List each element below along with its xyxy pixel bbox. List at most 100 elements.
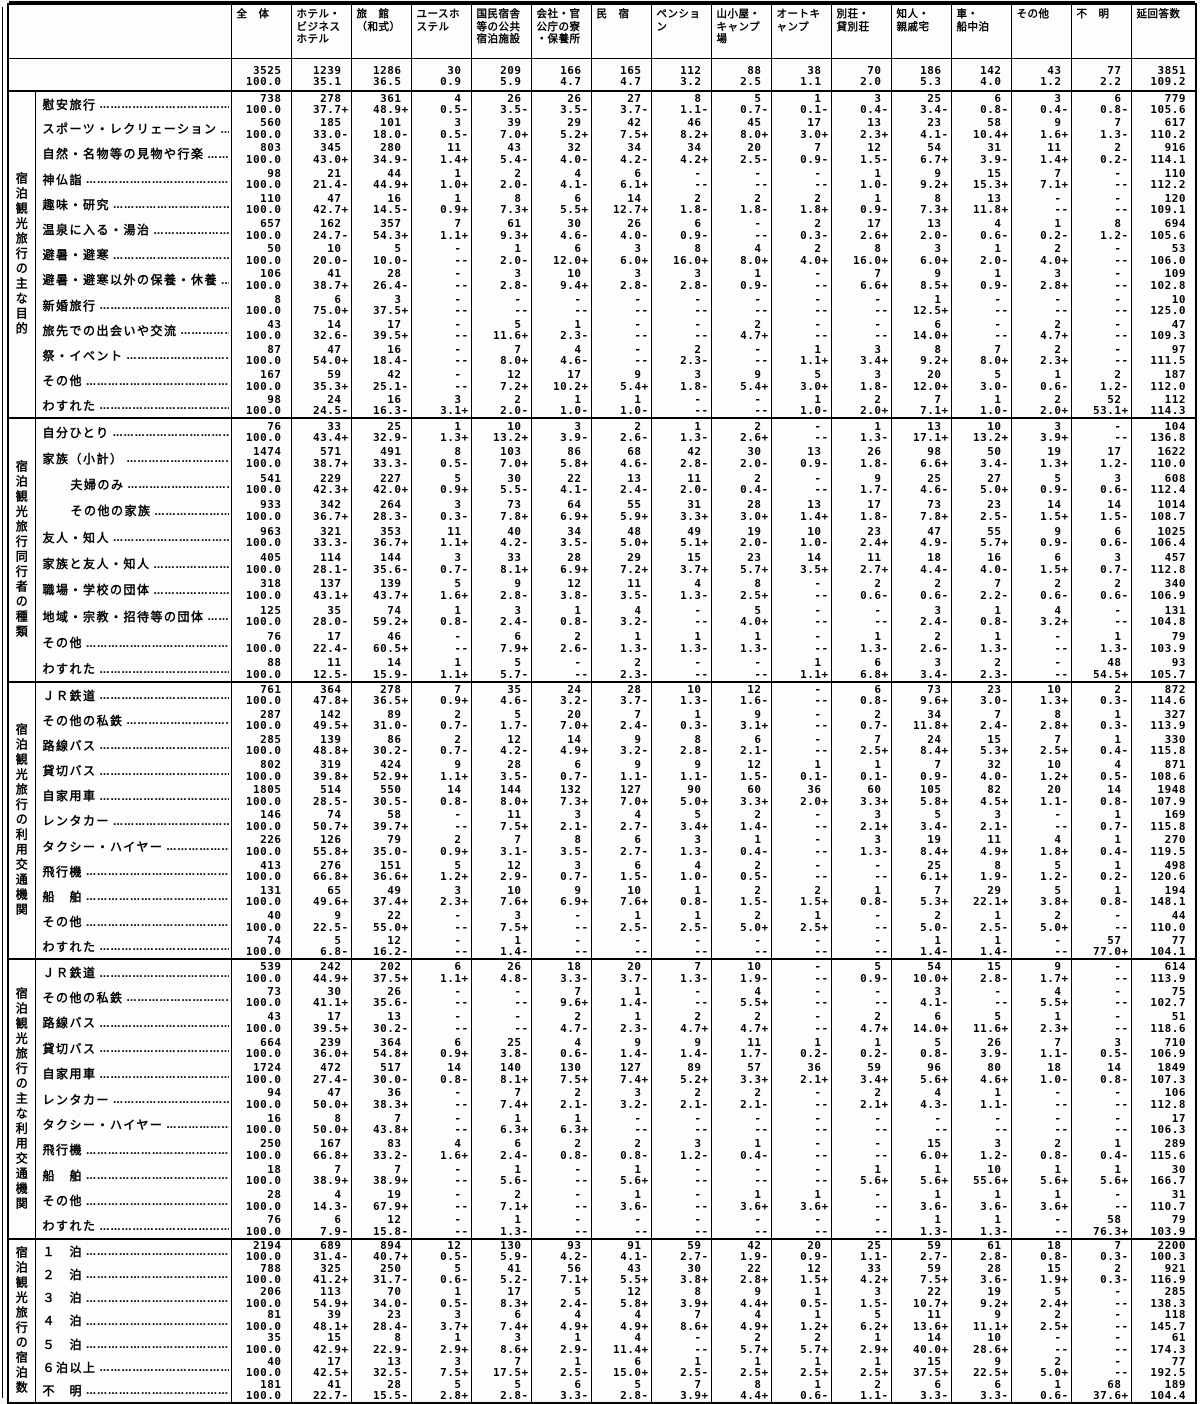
data-cell: 30 4.6- — [530, 216, 591, 243]
cell-percent-line: 0.9- — [680, 228, 709, 242]
cell-count-line: 5 — [454, 577, 462, 591]
cell-percent-line: -- — [874, 1123, 889, 1137]
cell-percent-line: 4.2- — [500, 536, 529, 550]
data-cell: 657 100.0 — [230, 216, 291, 243]
cell-percent-line: 28.1- — [313, 562, 349, 576]
cell-count-line: 9 — [574, 883, 582, 897]
cell-count-line: 6 — [334, 292, 342, 306]
cell-percent-line: 100.0 — [245, 1273, 282, 1287]
data-cell: 5 5.7- — [470, 655, 531, 683]
cell-count-line: 1 — [994, 1212, 1002, 1226]
data-cell: 276 66.8 + — [290, 858, 351, 884]
row-label: スポーツ・レクリェーション — [42, 122, 218, 137]
row-label-cell: 職場・学校の団体 — [34, 576, 231, 604]
cell-count-line: 74 — [267, 933, 282, 947]
cell-count-line: 1 — [994, 603, 1002, 617]
cell-count-line: 12 — [507, 368, 522, 382]
cell-percent-line: 9.6 + — [920, 694, 949, 708]
cell-count-line: - — [814, 1086, 822, 1100]
data-cell: 229 42.3 + — [290, 471, 351, 498]
cell-count-line: - — [574, 1162, 582, 1176]
cell-count-line: 126 — [320, 833, 342, 847]
data-cell: 12 2.9- — [470, 858, 531, 884]
cell-percent-line: 0.2- — [1100, 870, 1129, 884]
data-cell: 5 1.2- — [1010, 858, 1071, 884]
cell-percent-line: 22.1 + — [973, 895, 1009, 909]
cell-percent-line: 5.0 + — [1040, 920, 1069, 934]
cell-percent-line: -- — [1114, 431, 1129, 445]
cell-percent-line: 138.3 — [1150, 1296, 1186, 1310]
cell-count-line: - — [814, 292, 822, 306]
cell-count-line: 12 — [447, 1238, 462, 1252]
row-label: 避暑・避寒 — [42, 248, 111, 263]
cell-count-line: 14 — [387, 656, 402, 670]
cell-percent-line: 0.3- — [800, 228, 829, 242]
cell-percent-line: 5.4 + — [740, 379, 769, 393]
cell-percent-line: 5.5 + — [560, 203, 589, 217]
data-cell: 12 5.8 + — [590, 1286, 651, 1310]
cell-count-line: - — [1054, 1086, 1062, 1100]
cell-count-line: 2 — [814, 191, 822, 205]
cell-percent-line: 110.2 — [1150, 127, 1186, 141]
data-cell: 9 5.4 + — [590, 368, 651, 394]
data-cell: 77 192.5 — [1130, 1356, 1196, 1379]
data-cell: 1 1.3- — [590, 629, 651, 656]
row-label: 祭・イベント — [42, 348, 124, 363]
data-cell: 1 0.2- — [1070, 858, 1131, 884]
cell-percent-line: 1.3- — [860, 431, 889, 445]
cell-count-line: 4 — [754, 242, 762, 256]
data-cell: 3 0.7- — [410, 550, 471, 577]
row-label: タクシー・ハイヤー — [42, 839, 164, 854]
cell-count-line: 12 — [507, 858, 522, 872]
data-cell: --- — [710, 292, 771, 318]
cell-count-line: 276 — [320, 858, 342, 872]
row-label: ６泊以上 — [42, 1360, 97, 1375]
row-label-cell: 路線バス — [34, 732, 231, 758]
data-cell: 5 11.6 + — [470, 317, 531, 343]
cell-count-line: 1 — [574, 1111, 582, 1125]
cell-percent-line: -- — [1114, 920, 1129, 934]
cell-count-line: 280 — [380, 141, 402, 155]
data-cell: 2 0.8- — [530, 1137, 591, 1163]
cell-percent-line: 1.5- — [860, 152, 889, 166]
cell-count-line: 1239 — [313, 63, 342, 77]
cell-percent-line: 0.7- — [560, 769, 589, 783]
cell-count-line: 139 — [320, 732, 342, 746]
cell-percent-line: 35.1 — [313, 75, 342, 89]
cell-percent-line: -- — [1114, 1199, 1129, 1213]
cell-percent-line: 55.6 + — [973, 1174, 1009, 1188]
data-cell: 1 1.3- — [830, 418, 891, 445]
cell-percent-line: 2.5 + — [860, 1366, 889, 1380]
data-cell: 7 1.1 + — [410, 216, 471, 243]
cell-count-line: 4 — [634, 1331, 642, 1345]
cell-count-line: 8 — [694, 91, 702, 105]
cell-count-line: - — [754, 933, 762, 947]
cell-count-line: 20 — [627, 960, 642, 973]
data-cell: 22 2.8 + — [710, 1263, 771, 1287]
cell-percent-line: -- — [874, 1199, 889, 1213]
cell-percent-line: 4.7 — [620, 75, 642, 89]
cell-percent-line: 105.6 — [1150, 228, 1186, 242]
cell-count-line: 12 — [747, 682, 762, 696]
data-cell: 5 3.4 + — [650, 808, 711, 834]
data-cell: 167 66.8 + — [290, 1137, 351, 1163]
cell-count-line: 11 — [987, 833, 1002, 847]
corner-cell — [7, 4, 231, 59]
data-cell: 10 1.2 + — [1010, 757, 1071, 784]
data-cell: 26 4.8- — [470, 959, 531, 985]
data-cell: --- — [1070, 1286, 1131, 1310]
cell-count-line: 8 — [694, 1285, 702, 1299]
cell-count-line: 10 — [987, 419, 1002, 433]
data-cell: 15 5.3 + — [950, 732, 1011, 758]
cell-percent-line: 1.3- — [740, 641, 769, 655]
cell-percent-line: 3.4 + — [860, 1072, 889, 1086]
data-cell: 43 1.2 — [1010, 58, 1071, 91]
data-cell: 12 3.8- — [530, 576, 591, 604]
cell-count-line: 47 — [327, 1086, 342, 1100]
cell-count-line: 20 — [1047, 783, 1062, 797]
cell-count-line: - — [814, 267, 822, 281]
data-cell: 169 115.8 — [1130, 808, 1196, 834]
data-cell: 74 100.0 — [230, 933, 291, 960]
data-cell: --- — [470, 1010, 531, 1036]
cell-count-line: 17 — [327, 1010, 342, 1024]
